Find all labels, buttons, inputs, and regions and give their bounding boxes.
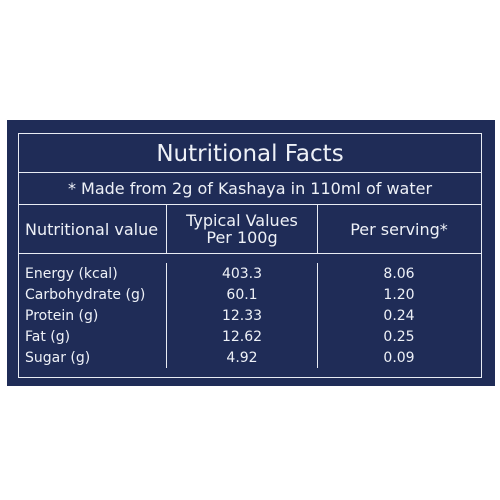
table-cell: 0.09 <box>317 347 480 368</box>
table-cell: Protein (g) <box>25 307 99 324</box>
note: * Made from 2g of Kashaya in 110ml of wa… <box>19 173 481 205</box>
table-cell: 403.3 <box>166 263 317 284</box>
table-cell: 12.62 <box>166 326 317 347</box>
column-header: Per serving* <box>317 205 480 253</box>
table-cell: Sugar (g) <box>25 349 91 366</box>
table-cell: Carbohydrate (g) <box>25 286 146 303</box>
table-cell: 4.92 <box>166 347 317 368</box>
label-panel: Nutritional Facts * Made from 2g of Kash… <box>7 120 495 386</box>
table-cell: Fat (g) <box>25 328 71 345</box>
table-row: Protein (g) 12.33 0.24 <box>19 305 481 326</box>
table-cell: 8.06 <box>317 263 480 284</box>
table-row: Energy (kcal) 403.3 8.06 <box>19 263 481 284</box>
table-row: Sugar (g) 4.92 0.09 <box>19 347 481 368</box>
table-cell: 60.1 <box>166 284 317 305</box>
table-cell: 0.25 <box>317 326 480 347</box>
title: Nutritional Facts <box>19 134 481 173</box>
table-cell: 0.24 <box>317 305 480 326</box>
facts-box: Nutritional Facts * Made from 2g of Kash… <box>18 133 482 378</box>
column-header: Typical Values Per 100g <box>166 205 317 253</box>
header-row: Nutritional value Typical Values Per 100g… <box>19 205 481 254</box>
column-header: Nutritional value <box>25 219 159 239</box>
table-cell: 12.33 <box>166 305 317 326</box>
table-row: Fat (g) 12.62 0.25 <box>19 326 481 347</box>
table-cell: 1.20 <box>317 284 480 305</box>
table-body: Energy (kcal) 403.3 8.06 Carbohydrate (g) 60… <box>19 254 481 368</box>
table-cell: Energy (kcal) <box>25 265 118 282</box>
table-row: Carbohydrate (g) 60.1 1.20 <box>19 284 481 305</box>
